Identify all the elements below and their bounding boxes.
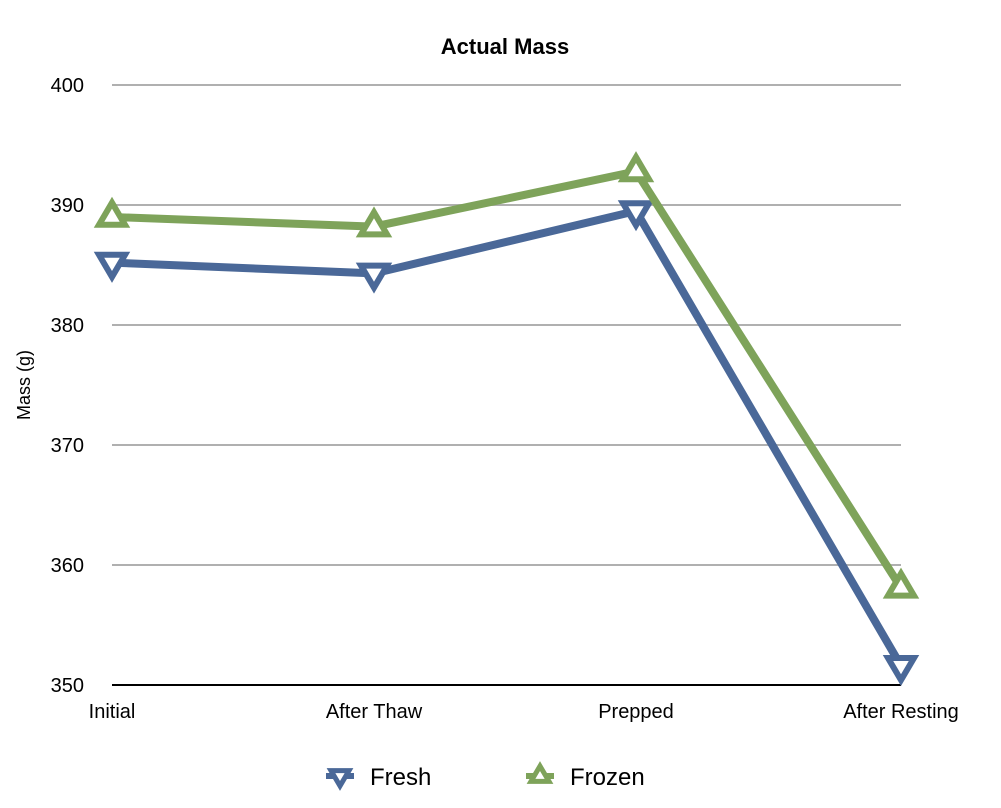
series-line-fresh [111,207,905,668]
legend-label-fresh: Fresh [370,764,431,791]
data-point-fresh [355,262,393,294]
chart-title: Actual Mass [441,34,569,59]
y-axis-label: Mass (g) [14,350,34,420]
y-tick-label: 400 [51,75,84,97]
y-tick-label: 380 [51,315,84,337]
x-tick-label: Initial [89,701,136,723]
y-tick-label: 370 [51,435,84,457]
series-line-frozen [111,167,905,590]
x-tick-label: After Thaw [326,701,423,723]
data-point-fresh [882,655,920,687]
data-point-fresh [617,200,655,232]
y-tick-label: 360 [51,555,84,577]
data-point-frozen [93,196,131,228]
legend-marker-fresh [326,768,354,791]
x-tick-label: Prepped [598,701,674,723]
legend-label-frozen: Frozen [570,764,645,791]
data-point-frozen [617,151,655,183]
y-tick-label: 350 [51,675,84,697]
data-point-frozen [355,206,393,238]
y-tick-label: 390 [51,195,84,217]
data-point-fresh [93,251,131,283]
legend-marker-frozen [526,761,554,784]
x-tick-label: After Resting [843,701,959,723]
data-point-frozen [882,567,920,599]
